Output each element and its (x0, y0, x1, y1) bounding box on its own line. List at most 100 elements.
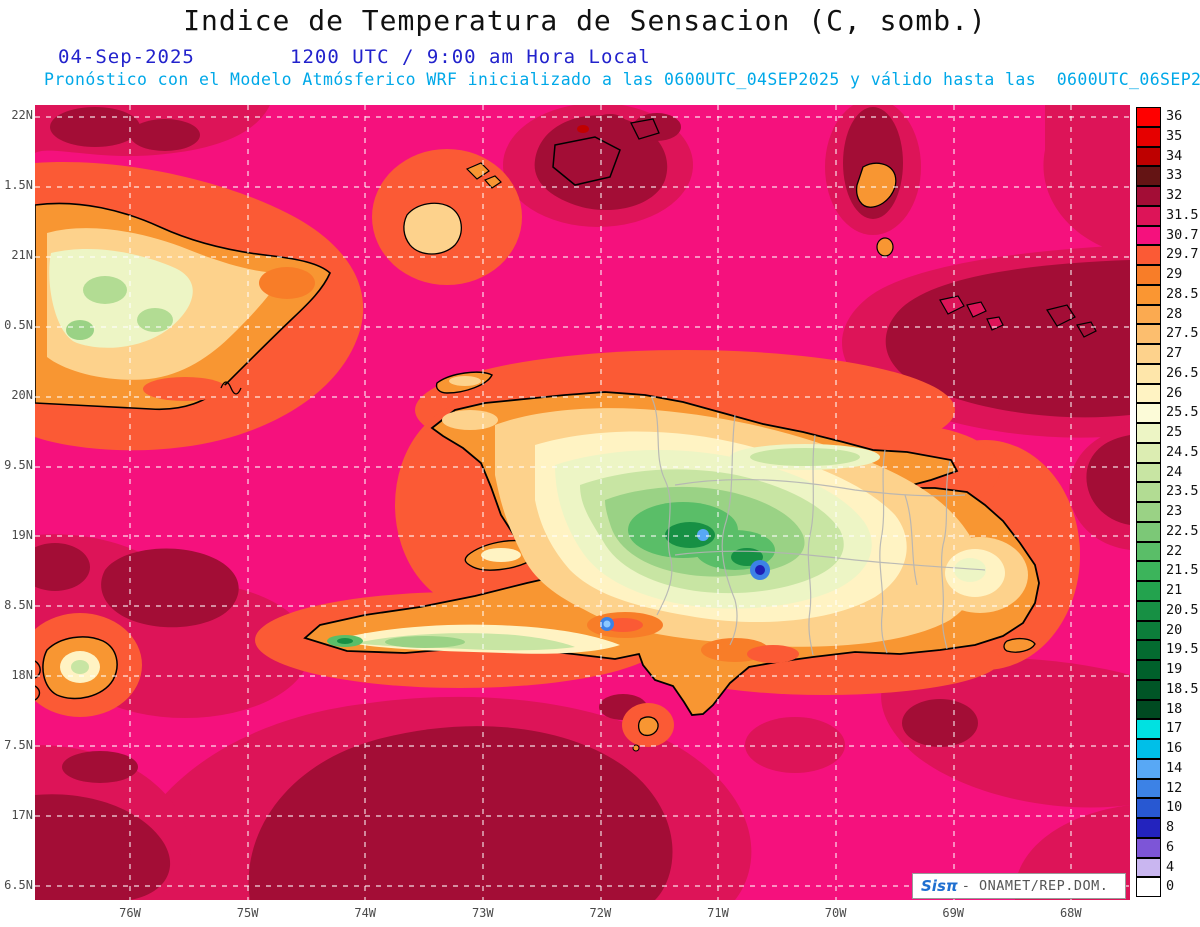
legend-color-swatch (1136, 561, 1161, 581)
colorbar-legend: 36 35 34 33 32 31.5 30.7 29.7 29 28.5 28 27.5 27 26.5… (1136, 107, 1199, 897)
legend-color-swatch (1136, 344, 1161, 364)
lon-tick-label: 68W (1059, 906, 1082, 920)
legend-entry: 28.5 (1136, 284, 1199, 305)
hispaniola-island (303, 391, 1040, 716)
legend-value-label: 24 (1166, 463, 1183, 480)
legend-value-label: 14 (1166, 759, 1183, 776)
map-canvas (35, 105, 1130, 900)
legend-entry: 6 (1136, 837, 1199, 858)
legend-entry: 18.5 (1136, 679, 1199, 700)
legend-value-label: 29.7 (1166, 246, 1199, 263)
edge-coast-fragments (35, 660, 41, 701)
legend-color-swatch (1136, 462, 1161, 483)
lon-tick-label: 73W (471, 906, 494, 920)
watermark: Sisπ - ONAMET/REP.DOM. (912, 873, 1126, 899)
legend-color-swatch (1136, 541, 1161, 562)
lon-tick-label: 74W (354, 906, 377, 920)
legend-entry: 4 (1136, 857, 1199, 878)
legend-color-swatch (1136, 304, 1161, 325)
legend-color-swatch (1136, 719, 1161, 739)
legend-color-swatch (1136, 383, 1161, 404)
legend-value-label: 12 (1166, 779, 1183, 796)
legend-entry: 22.5 (1136, 521, 1199, 542)
legend-color-swatch (1136, 679, 1161, 700)
small-islands-north (552, 118, 1097, 338)
lon-tick-label: 70W (824, 906, 847, 920)
legend-color-swatch (1136, 107, 1161, 127)
legend-color-swatch (1136, 146, 1161, 167)
legend-entry: 23 (1136, 502, 1199, 522)
watermark-brand: Sisπ (921, 877, 958, 895)
legend-color-swatch (1136, 660, 1161, 680)
legend-entry: 25.5 (1136, 403, 1199, 423)
legend-color-swatch (1136, 363, 1161, 384)
lon-tick-label: 69W (942, 906, 965, 920)
legend-value-label: 20 (1166, 621, 1183, 638)
legend-color-swatch (1136, 225, 1161, 246)
lon-tick-label: 75W (236, 906, 259, 920)
legend-color-swatch (1136, 442, 1161, 463)
legend-value-label: 29 (1166, 266, 1183, 283)
legend-color-swatch (1136, 640, 1161, 660)
legend-value-label: 22 (1166, 542, 1183, 559)
legend-color-swatch (1136, 482, 1161, 502)
legend-value-label: 20.5 (1166, 601, 1199, 618)
legend-entry: 26 (1136, 383, 1199, 404)
legend-color-swatch (1136, 502, 1161, 522)
legend-entry: 17 (1136, 719, 1199, 739)
legend-value-label: 25 (1166, 424, 1183, 441)
cool-spot-mountain (697, 529, 709, 541)
lat-tick-label: 18N (11, 669, 33, 681)
lat-tick-label: 6.5N (4, 879, 33, 891)
legend-entry: 33 (1136, 166, 1199, 186)
legend-color-swatch (1136, 620, 1161, 641)
lat-tick-label: 9.5N (4, 459, 33, 471)
legend-entry: 20 (1136, 620, 1199, 641)
legend-value-label: 33 (1166, 167, 1183, 184)
legend-value-label: 25.5 (1166, 404, 1199, 421)
gridlines (35, 105, 1130, 900)
legend-value-label: 24.5 (1166, 443, 1199, 460)
legend-color-swatch (1136, 521, 1161, 542)
legend-value-label: 34 (1166, 147, 1183, 164)
legend-entry: 8 (1136, 818, 1199, 838)
legend-entry: 20.5 (1136, 600, 1199, 621)
legend-color-swatch (1136, 600, 1161, 621)
legend-entry: 24.5 (1136, 442, 1199, 463)
legend-entry: 32 (1136, 186, 1199, 206)
legend-value-label: 30.7 (1166, 226, 1199, 243)
legend-entry: 10 (1136, 798, 1199, 818)
legend-color-swatch (1136, 778, 1161, 799)
legend-value-label: 26.5 (1166, 364, 1199, 381)
legend-entry: 29 (1136, 265, 1199, 285)
forecast-description: Pronóstico con el Modelo Atmósferico WRF… (44, 70, 1200, 89)
legend-entry: 18 (1136, 699, 1199, 720)
legend-value-label: 18 (1166, 700, 1183, 717)
legend-entry: 25 (1136, 423, 1199, 443)
legend-color-swatch (1136, 324, 1161, 344)
lat-tick-label: 1.5N (4, 179, 33, 191)
legend-value-label: 18.5 (1166, 680, 1199, 697)
legend-entry: 31.5 (1136, 205, 1199, 226)
legend-entry: 21 (1136, 581, 1199, 601)
legend-color-swatch (1136, 284, 1161, 305)
legend-color-swatch (1136, 857, 1161, 878)
legend-value-label: 31.5 (1166, 206, 1199, 223)
legend-value-label: 27 (1166, 345, 1183, 362)
lat-tick-label: 22N (11, 109, 33, 121)
lat-tick-label: 21N (11, 249, 33, 261)
legend-value-label: 21.5 (1166, 562, 1199, 579)
legend-entry: 16 (1136, 739, 1199, 759)
legend-value-label: 36 (1166, 108, 1183, 125)
legend-entry: 19.5 (1136, 640, 1199, 660)
legend-entry: 23.5 (1136, 482, 1199, 502)
lon-tick-label: 76W (119, 906, 141, 920)
lon-tick-label: 71W (707, 906, 729, 920)
legend-value-label: 28 (1166, 305, 1183, 322)
legend-value-label: 23.5 (1166, 483, 1199, 500)
legend-value-label: 27.5 (1166, 325, 1199, 342)
legend-entry: 12 (1136, 778, 1199, 799)
cuba-island (35, 202, 331, 411)
legend-value-label: 17 (1166, 720, 1183, 737)
